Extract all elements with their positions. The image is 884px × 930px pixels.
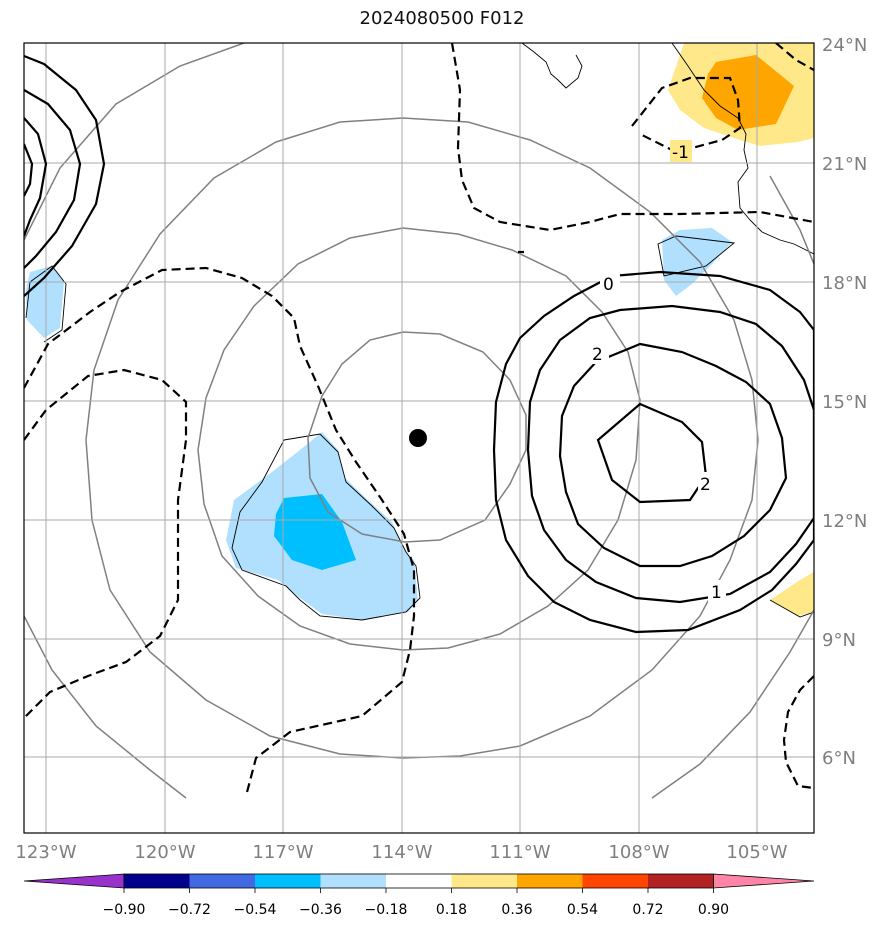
cb-label-6: 0.18	[436, 902, 467, 918]
contour-dashed-se	[782, 675, 814, 790]
colorbar-seg-3	[255, 874, 321, 888]
cb-label-3: −0.54	[234, 902, 277, 918]
contour-east-2	[558, 342, 788, 568]
cb-label-9: 0.72	[632, 902, 663, 918]
range-rings	[24, 43, 814, 799]
lon-label-120: 120°W	[134, 842, 195, 863]
lon-label-123: 123°W	[15, 842, 76, 863]
latitude-labels: 24°N 21°N 18°N 15°N 12°N 9°N 6°N	[822, 35, 867, 769]
map-content: -1 0 2 2 1	[24, 43, 814, 833]
cb-label-1: −0.90	[103, 902, 146, 918]
lat-label-18: 18°N	[822, 273, 867, 294]
contour-dashed-north	[450, 43, 814, 232]
map-title: 2024080500 F012	[359, 8, 525, 29]
ring-1	[307, 331, 527, 543]
colorbar-extend-low	[23, 873, 125, 889]
colorbar-seg-9	[648, 874, 714, 888]
lon-label-117: 117°W	[252, 842, 313, 863]
longitude-labels: 123°W 120°W 117°W 114°W 111°W 108°W 105°…	[15, 842, 787, 863]
contour-nw-3	[24, 117, 48, 237]
graticule	[24, 43, 814, 833]
shade-blue-core	[274, 494, 356, 570]
solid-contours	[24, 54, 814, 634]
contour-label-0: 0	[603, 275, 614, 295]
cb-label-2: −0.72	[168, 902, 211, 918]
shade-lightblue-east	[662, 228, 732, 296]
lon-label-108: 108°W	[608, 842, 669, 863]
shade-lightblue-west	[26, 266, 64, 338]
outline-east	[657, 235, 736, 277]
cb-label-8: 0.54	[567, 902, 598, 918]
ring-4b	[24, 615, 187, 799]
shade-yellow-se	[770, 572, 814, 616]
ring-4	[24, 43, 245, 241]
map-frame	[23, 42, 815, 834]
contour-nw-1	[24, 54, 106, 297]
ring-4d	[651, 609, 814, 799]
shading-layer	[26, 43, 814, 620]
lat-label-15: 15°N	[822, 392, 867, 413]
contour-label-1: 1	[711, 583, 722, 603]
contour-label-2b: 2	[700, 475, 711, 495]
contour-east-0	[492, 270, 814, 634]
outline-center	[231, 433, 421, 621]
lat-label-9: 9°N	[822, 630, 856, 651]
colorbar-seg-6	[451, 874, 517, 888]
cb-label-7: 0.36	[501, 902, 532, 918]
contour-dashed-main	[24, 266, 416, 797]
colorbar-seg-8	[582, 874, 648, 888]
ring-2	[197, 227, 641, 651]
colorbar-seg-5	[386, 874, 452, 888]
outline-west	[25, 265, 67, 343]
lat-label-21: 21°N	[822, 154, 867, 175]
contour-nw-4	[24, 143, 34, 197]
coast-north	[521, 43, 583, 89]
lon-label-105: 105°W	[726, 842, 787, 863]
lat-label-12: 12°N	[822, 511, 867, 532]
lon-label-111: 111°W	[489, 842, 550, 863]
contour-label-neg1: -1	[672, 143, 689, 163]
colorbar-seg-4	[320, 874, 386, 888]
colorbar: −0.90 −0.72 −0.54 −0.36 −0.18 0.18 0.36 …	[23, 873, 815, 918]
cb-label-4: −0.36	[299, 902, 342, 918]
contour-dashed-ne2	[775, 43, 814, 71]
lat-label-24: 24°N	[822, 35, 867, 56]
ring-4c	[769, 175, 814, 265]
outline-se	[769, 599, 814, 618]
contour-east-inner	[596, 402, 708, 504]
contour-label-2a: 2	[592, 345, 603, 365]
ring-3	[85, 117, 759, 759]
colorbar-seg-7	[517, 874, 583, 888]
colorbar-ticks	[123, 888, 714, 893]
lat-label-6: 6°N	[822, 748, 856, 769]
colorbar-tick-labels: −0.90 −0.72 −0.54 −0.36 −0.18 0.18 0.36 …	[103, 902, 730, 918]
contour-labels: -1 0 2 2 1	[589, 140, 726, 603]
coast-northeast	[671, 43, 814, 255]
cb-label-10: 0.90	[698, 902, 729, 918]
lon-label-114: 114°W	[371, 842, 432, 863]
contour-dashed-sw	[24, 368, 188, 719]
contour-nw-2	[24, 89, 82, 269]
contour-east-1	[526, 304, 814, 604]
shade-orange-ne	[702, 55, 794, 130]
colorbar-extend-high	[713, 873, 815, 889]
colorbar-seg-2	[189, 874, 255, 888]
thin-outlines	[25, 43, 814, 621]
cb-label-5: −0.18	[365, 902, 408, 918]
storm-center-marker	[409, 429, 427, 447]
colorbar-seg-1	[124, 874, 190, 888]
